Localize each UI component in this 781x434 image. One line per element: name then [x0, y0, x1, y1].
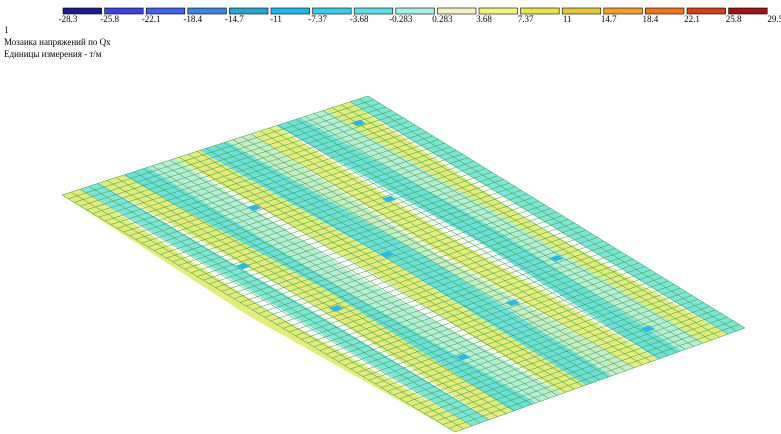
legend-swatch	[145, 7, 186, 15]
legend-label: -11	[270, 14, 282, 24]
plate	[61, 95, 746, 433]
mesh-line	[97, 183, 490, 421]
legend-swatch	[561, 7, 602, 15]
legend-label: 0.283	[432, 14, 453, 24]
legend-label: -18.4	[183, 14, 202, 24]
legend-swatch	[270, 7, 310, 15]
mesh-line	[79, 188, 473, 427]
mesh-line	[214, 145, 601, 381]
mesh-line	[250, 133, 635, 369]
mesh-line	[133, 171, 524, 408]
mesh-line	[358, 98, 737, 332]
legend-swatch	[187, 7, 227, 15]
mesh-line	[61, 194, 456, 433]
mesh-line	[70, 191, 464, 430]
mesh-line	[124, 174, 515, 411]
hot-cell	[381, 195, 397, 203]
mesh-line	[367, 95, 746, 329]
hot-cell	[505, 299, 520, 307]
legend-swatch	[603, 7, 643, 15]
legend-swatch	[520, 7, 560, 15]
legend-label: 7.37	[518, 14, 534, 24]
legend-swatch	[437, 7, 477, 15]
hot-cell	[328, 305, 344, 312]
mesh-line	[115, 177, 507, 414]
legend-label: 22.1	[684, 14, 700, 24]
mesh-line	[106, 180, 498, 417]
mesh-line	[349, 101, 729, 335]
mesh-line	[286, 121, 669, 356]
hot-cell	[246, 204, 262, 211]
load-case: 1	[4, 25, 9, 35]
hot-cell	[455, 353, 471, 361]
mesh-line	[160, 162, 549, 399]
legend-label: 3.68	[476, 14, 492, 24]
mesh-line	[142, 168, 532, 405]
legend-label: -22.1	[142, 14, 161, 24]
mesh-line	[178, 156, 567, 393]
legend-label: 29.5	[767, 14, 781, 24]
mesh-line	[304, 116, 686, 350]
legend-label: -25.8	[100, 14, 119, 24]
mesh-line	[313, 113, 694, 347]
legend-swatch	[353, 7, 394, 15]
legend-swatch	[229, 7, 269, 15]
mesh-line	[196, 151, 584, 387]
legend-swatch	[728, 7, 768, 15]
mesh-line	[205, 148, 592, 384]
legend-swatch	[645, 7, 685, 15]
title: Мозаика напряжений по Qx	[4, 37, 111, 47]
mesh-line	[277, 124, 660, 359]
legend-swatch	[312, 7, 352, 15]
units: Единицы измерения - т/м	[4, 49, 102, 59]
mesh-line	[259, 130, 643, 365]
mesh-line	[169, 159, 558, 396]
mesh-line	[331, 107, 712, 341]
hot-cell	[235, 262, 251, 270]
legend-label: -14.7	[225, 14, 244, 24]
mesh-line	[232, 139, 618, 375]
mesh-line	[241, 136, 626, 372]
mesh-line	[187, 153, 575, 390]
legend-label: 14.7	[601, 14, 617, 24]
legend-swatch	[62, 7, 102, 15]
mesh-line	[151, 165, 541, 402]
legend-label: -7.37	[308, 14, 327, 24]
legend-swatch	[478, 7, 518, 15]
legend-swatch	[395, 7, 435, 15]
legend-swatch	[104, 7, 144, 15]
mesh-line	[223, 142, 609, 378]
legend-label: -0.283	[389, 14, 413, 24]
legend-label: 25.8	[726, 14, 742, 24]
legend-label: 11	[563, 14, 572, 24]
mesh-line	[340, 104, 720, 338]
mesh-line	[295, 119, 677, 353]
legend-label: -28.3	[59, 14, 78, 24]
hot-cell	[379, 251, 395, 258]
legend-label: 18.4	[643, 14, 659, 24]
legend-swatch	[686, 7, 726, 15]
hot-cell	[351, 119, 366, 127]
hot-cell	[640, 325, 655, 333]
legend: -28.3 -25.8 -22.1 -18.4 -14.7 -11 -7.37 -3.68 -0…	[59, 7, 781, 24]
mesh-line	[88, 186, 481, 424]
hot-cell	[548, 255, 564, 262]
mesh-line	[268, 127, 652, 362]
mesh-line	[322, 110, 703, 344]
legend-label: -3.68	[350, 14, 369, 24]
